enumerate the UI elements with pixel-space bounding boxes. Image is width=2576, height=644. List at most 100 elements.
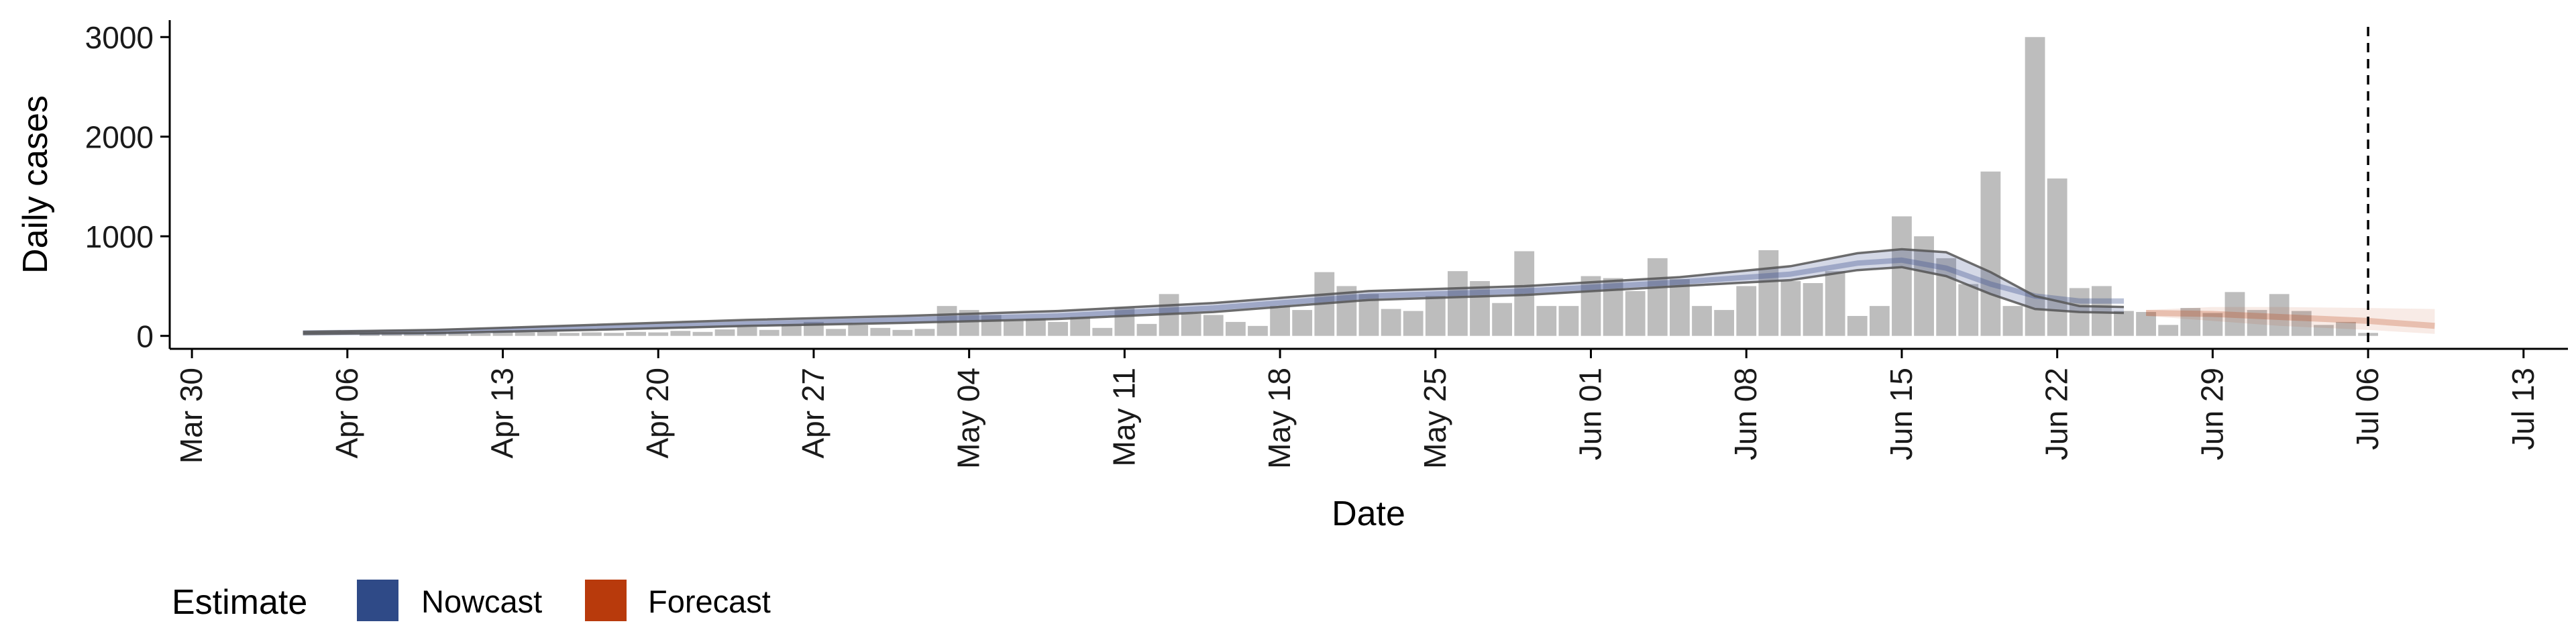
lines-layer [303,248,2435,336]
x-tick-label: Jun 01 [1573,368,1608,460]
bar [892,329,913,336]
plot-area [303,27,2435,349]
bar [1670,279,1690,336]
bar [1203,315,1224,336]
bar [781,325,802,336]
bar [1825,271,1845,336]
bar [1758,250,1779,336]
bar [1847,316,1868,336]
bar [1647,258,1668,336]
bar [2336,321,2356,336]
legend-swatch-nowcast [357,580,398,621]
bar [1980,171,2001,336]
bar [1070,317,1091,336]
bar [2180,308,2201,336]
bar [1470,281,1490,336]
bar [1625,290,1646,336]
band-lower-nowcast [303,266,2125,335]
bar [1270,306,1290,336]
bar [1803,283,1823,336]
bar [1048,321,1068,336]
bar [515,332,535,336]
bar [470,333,491,336]
bar [692,331,713,336]
bar [1958,284,1979,336]
legend-swatch-forecast [585,580,627,621]
bar [1558,306,1579,336]
bar [759,329,780,336]
x-ticks: Mar 30 Apr 06 Apr 13 Apr 20 Apr 27 May 04 May … [174,349,2540,469]
bar [1603,278,1623,336]
bar [670,331,691,336]
bar [1003,321,1024,336]
bar [1714,310,1735,336]
y-tick-label: 3000 [85,20,154,55]
bar [981,315,1002,336]
bar [1026,319,1046,336]
bar [1136,323,1157,336]
bar [582,332,602,336]
x-tick-label: Apr 20 [640,368,675,459]
bar [537,331,557,336]
bar [1248,325,1268,336]
bar [1381,309,1401,336]
bar [714,329,735,336]
x-tick-label: Mar 30 [174,368,209,464]
bar [404,333,425,336]
x-tick-label: Jul 06 [2350,368,2385,450]
legend-label-forecast: Forecast [648,584,771,619]
x-tick-label: Apr 27 [796,368,830,459]
x-tick-label: May 04 [951,368,986,469]
y-ticks: 0 1000 2000 3000 [85,20,170,354]
y-tick-label: 0 [136,319,154,354]
bar [1869,306,1890,336]
bar [2114,311,2134,336]
bar [2247,310,2267,336]
x-tick-label: Jun 15 [1884,368,1919,460]
bar [914,329,935,336]
bars-layer [360,37,2378,336]
bar [2291,311,2312,336]
bar [1936,258,1957,336]
bar [2158,325,2179,336]
bar [2002,306,2023,336]
x-tick-label: May 11 [1106,368,1141,466]
bar [1425,296,1446,336]
bar [737,327,757,336]
bar [648,332,669,336]
line-forecast [2146,310,2435,329]
bar [1892,216,1912,336]
x-tick-label: Jun 08 [1728,368,1763,460]
bar [1225,321,1246,336]
y-axis-label: Daily cases [16,95,55,274]
bar [1181,314,1201,336]
x-axis-label: Date [1332,494,1405,533]
bar [559,333,580,336]
bar [1536,306,1557,336]
bar [2025,37,2045,336]
x-tick-label: May 25 [1417,368,1452,469]
bar [2091,286,2112,336]
x-tick-label: Apr 06 [329,368,364,459]
x-tick-label: Apr 13 [485,368,520,459]
bar [2313,325,2334,336]
bar [1580,276,1601,336]
bands-layer [303,249,2435,334]
legend-title: Estimate [172,583,307,622]
bar [2047,178,2068,336]
bar [448,332,469,336]
band-upper-nowcast [303,248,2125,333]
bar [1736,286,1757,336]
bar [604,333,624,336]
band-forecast [2146,307,2435,334]
bar [826,329,846,336]
x-tick-label: Jun 29 [2194,368,2229,460]
bar [1914,236,1934,336]
bar [2269,294,2290,336]
line-nowcast [303,257,2124,336]
bar [1403,311,1424,336]
bar [848,325,869,336]
x-tick-label: May 18 [1262,368,1297,469]
legend-label-nowcast: Nowcast [421,584,542,619]
